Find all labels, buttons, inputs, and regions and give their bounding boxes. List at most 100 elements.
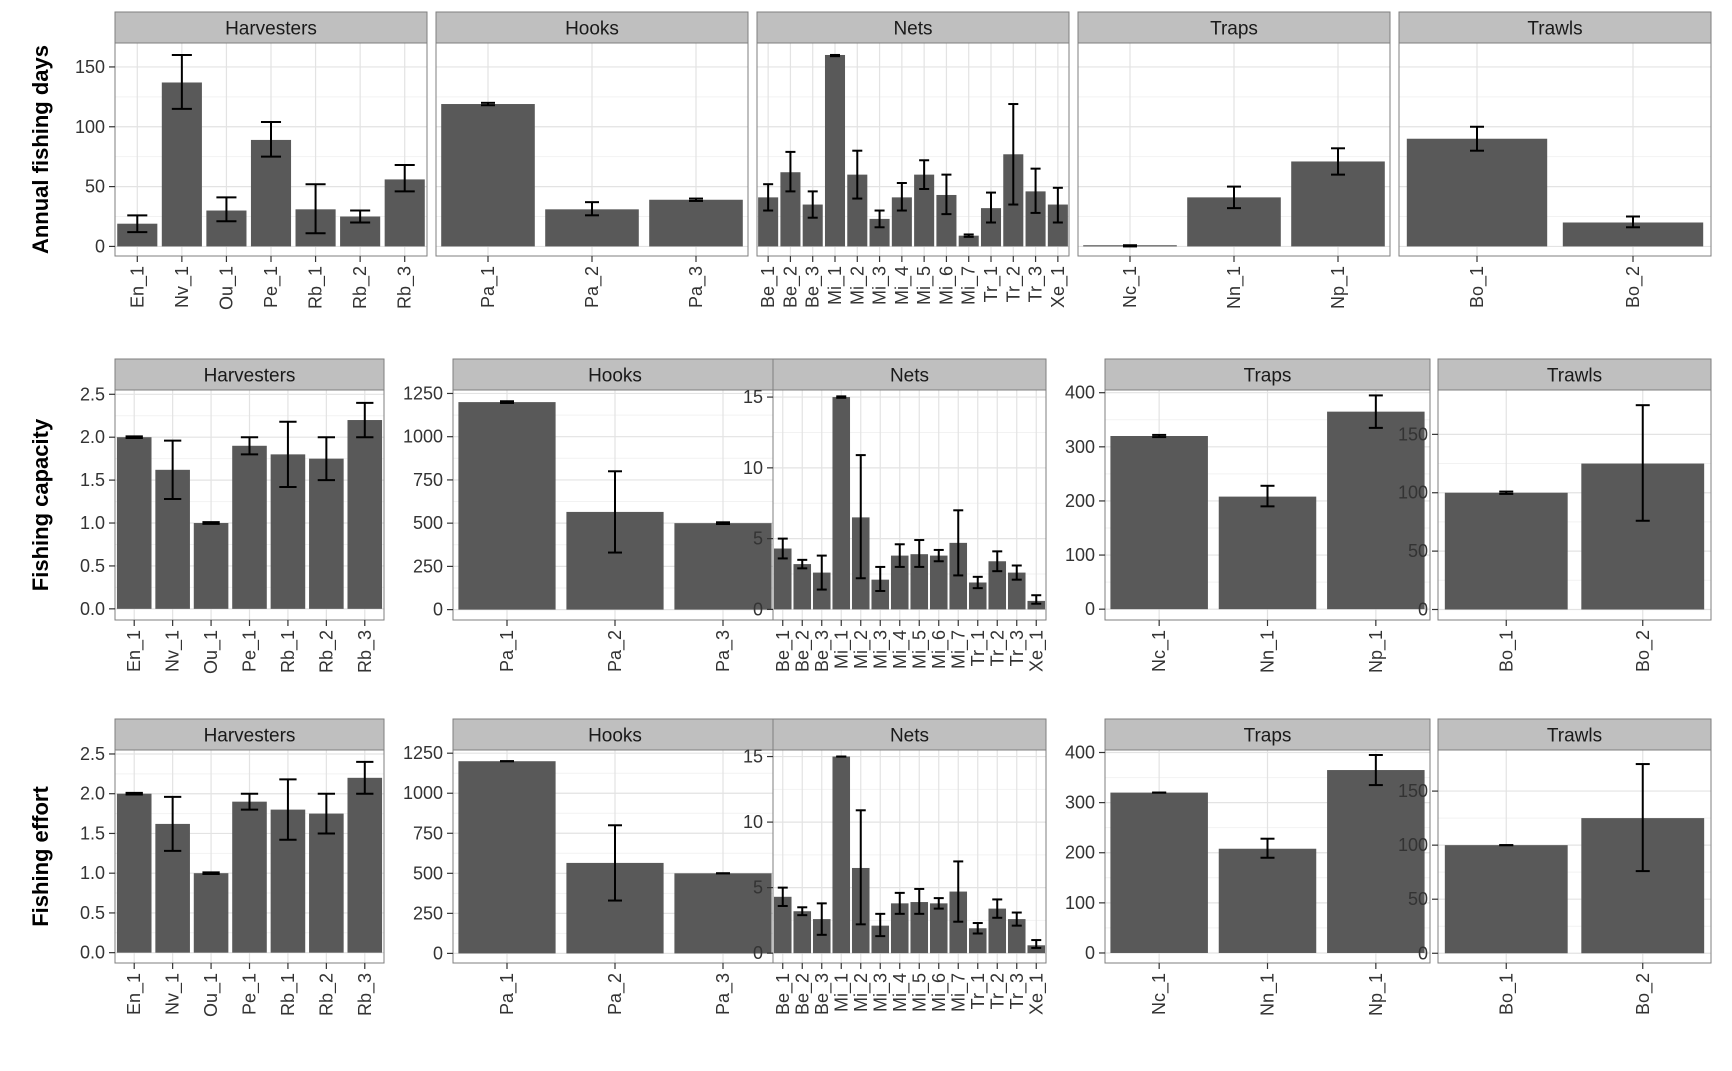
x-tick-label: Mi_4 bbox=[892, 266, 913, 305]
y-tick-label: 1000 bbox=[403, 783, 443, 803]
x-tick-label: Pa_2 bbox=[582, 266, 603, 308]
error-bar bbox=[1368, 394, 1383, 429]
y-tick-label: 1.0 bbox=[80, 513, 105, 533]
facet-strip-label: Harvesters bbox=[225, 19, 317, 40]
x-tick-label: Rb_1 bbox=[278, 973, 299, 1016]
x-tick-label: En_1 bbox=[124, 973, 145, 1015]
error-bar bbox=[1626, 215, 1640, 229]
bar-tr_2 bbox=[988, 908, 1007, 954]
error-bar bbox=[836, 395, 847, 399]
bar-mi_1 bbox=[832, 756, 851, 954]
y-tick-label: 0 bbox=[433, 943, 443, 963]
error-bar bbox=[1635, 763, 1650, 873]
x-tick-label: Mi_5 bbox=[909, 973, 930, 1012]
x-tick-label: Pe_1 bbox=[261, 266, 282, 308]
facet-strip-label: Hooks bbox=[588, 726, 642, 747]
y-tick-label: 5 bbox=[753, 878, 763, 898]
bar-mi_4 bbox=[890, 903, 909, 954]
bar-pa_3 bbox=[649, 199, 743, 247]
y-tick-label: 2.5 bbox=[80, 384, 105, 404]
bar-pa_1 bbox=[441, 104, 535, 247]
y-tick-label: 0 bbox=[753, 599, 763, 619]
x-tick-label: Nv_1 bbox=[172, 266, 193, 308]
bar-rb_2 bbox=[309, 458, 344, 609]
bar-nn_1 bbox=[1218, 496, 1317, 610]
bar-tr_3 bbox=[1007, 572, 1026, 610]
error-bar bbox=[394, 164, 415, 193]
facet-harvesters: Harvesters 0.0 0.5 1.0 1.5 2.0 2.5 En_1 Nv_1 Ou_1… bbox=[80, 358, 385, 674]
y-tick-label: 0 bbox=[1418, 599, 1428, 619]
chart-row-3: Fishing effort Harvesters 0.0 0.5 1.0 1.5 2.0 2… bbox=[28, 718, 1712, 1017]
y-tick-label: 0.0 bbox=[80, 943, 105, 963]
bar-pa_3 bbox=[674, 523, 772, 610]
bar-xe_1 bbox=[1047, 204, 1068, 247]
error-bar bbox=[972, 922, 983, 935]
bar-pa_1 bbox=[458, 402, 556, 610]
bar-be_3 bbox=[812, 919, 831, 954]
bar-en_1 bbox=[116, 437, 152, 609]
x-tick-label: Tr_2 bbox=[987, 973, 1008, 1009]
facet-traps: Traps Nc_1 Nn_1 Np_1 bbox=[1077, 11, 1391, 309]
x-tick-label: Nn_1 bbox=[1258, 630, 1279, 673]
bar-en_1 bbox=[116, 793, 152, 953]
bar-tr_3 bbox=[1025, 191, 1046, 247]
bar-pa_3 bbox=[674, 873, 772, 954]
bar-rb_2 bbox=[309, 813, 344, 953]
y-tick-label: 100 bbox=[1398, 835, 1428, 855]
error-bar bbox=[1052, 186, 1063, 224]
error-bar bbox=[317, 436, 336, 482]
x-tick-label: Mi_3 bbox=[870, 266, 891, 305]
bar-be_3 bbox=[812, 572, 831, 610]
x-tick-label: Rb_1 bbox=[306, 266, 327, 309]
error-bar bbox=[855, 809, 866, 926]
error-bar bbox=[855, 454, 866, 580]
error-bar bbox=[1499, 490, 1514, 495]
error-bar bbox=[216, 196, 237, 223]
x-tick-label: Ou_1 bbox=[201, 630, 222, 674]
error-bar bbox=[953, 509, 964, 577]
facet-strip bbox=[435, 11, 749, 44]
bar-mi_3 bbox=[871, 579, 890, 610]
facet-harvesters: Harvesters 0.0 0.5 1.0 1.5 2.0 2.5 En_1 Nv_1 Ou_1… bbox=[80, 718, 385, 1017]
y-tick-label: 100 bbox=[1398, 483, 1428, 503]
y-tick-label: 200 bbox=[1065, 491, 1095, 511]
x-tick-label: Rb_3 bbox=[355, 630, 376, 673]
x-tick-label: Tr_1 bbox=[981, 266, 1002, 302]
x-tick-label: Nn_1 bbox=[1258, 973, 1279, 1016]
y-tick-label: 0 bbox=[1085, 943, 1095, 963]
x-tick-label: Nv_1 bbox=[163, 630, 184, 672]
facet-strip bbox=[772, 358, 1047, 391]
chart-row-2: Fishing capacity Harvesters 0.0 0.5 1.0 1.5 2.… bbox=[28, 358, 1712, 674]
x-tick-label: Mi_6 bbox=[929, 973, 950, 1012]
facet-strip-label: Harvesters bbox=[204, 366, 296, 387]
y-tick-label: 15 bbox=[743, 387, 763, 407]
facet-strip bbox=[1398, 11, 1712, 44]
facet-strip-label: Traps bbox=[1244, 366, 1292, 387]
error-bar bbox=[350, 209, 371, 224]
error-bar bbox=[279, 420, 297, 488]
error-bar bbox=[240, 436, 259, 456]
x-tick-label: Mi_3 bbox=[870, 630, 891, 669]
facet-nets: Nets Be_1 Be_2 Be_3 Mi_1 Mi_2 Mi_3 Mi_4 Mi_5 Mi_6… bbox=[756, 11, 1070, 308]
bar-xe_1 bbox=[1027, 600, 1046, 610]
error-bar bbox=[716, 521, 730, 526]
x-tick-label: Tr_1 bbox=[968, 630, 989, 666]
x-tick-label: Tr_2 bbox=[1003, 266, 1024, 302]
error-bar bbox=[163, 795, 182, 852]
facet-strip-label: Nets bbox=[893, 19, 932, 40]
x-tick-label: Nc_1 bbox=[1149, 973, 1170, 1015]
error-bar bbox=[914, 539, 925, 568]
x-tick-label: Bo_2 bbox=[1633, 973, 1654, 1015]
error-bar bbox=[240, 792, 259, 811]
error-bar bbox=[894, 891, 905, 915]
x-tick-label: Be_2 bbox=[792, 973, 813, 1015]
x-tick-label: Mi_7 bbox=[959, 266, 980, 305]
x-tick-label: Mi_7 bbox=[948, 973, 969, 1012]
x-tick-label: Pa_3 bbox=[713, 630, 734, 672]
bar-ou_1 bbox=[193, 523, 229, 609]
y-tick-label: 100 bbox=[75, 117, 105, 137]
x-tick-label: Nc_1 bbox=[1149, 630, 1170, 672]
error-bar bbox=[1635, 404, 1650, 522]
error-bar bbox=[202, 871, 220, 875]
error-bar bbox=[608, 470, 622, 554]
